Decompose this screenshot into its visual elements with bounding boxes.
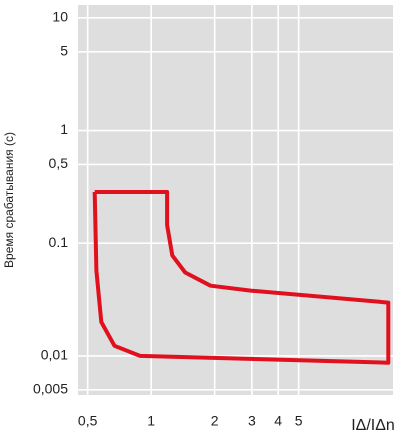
y-tick-label: 0,5 (49, 155, 69, 171)
x-tick-label: 2 (211, 413, 219, 429)
curve (92, 190, 391, 365)
plot-area (78, 5, 393, 395)
x-tick-label: 4 (274, 413, 282, 429)
y-tick-label: 5 (60, 42, 68, 58)
y-tick-label: 1 (60, 121, 68, 137)
y-tick-label: 0,005 (33, 381, 68, 397)
x-tick-label: 3 (248, 413, 256, 429)
x-axis-label: IΔ/IΔn (351, 417, 395, 434)
y-axis-label: Время срабатывания (с) (2, 132, 16, 268)
y-tick-label: 0.1 (49, 234, 69, 250)
y-tick-label: 10 (52, 9, 68, 25)
y-tick-label: 0,01 (41, 347, 68, 363)
x-tick-label: 1 (147, 413, 155, 429)
x-tick-label: 0,5 (78, 413, 98, 429)
x-tick-label: 5 (295, 413, 303, 429)
